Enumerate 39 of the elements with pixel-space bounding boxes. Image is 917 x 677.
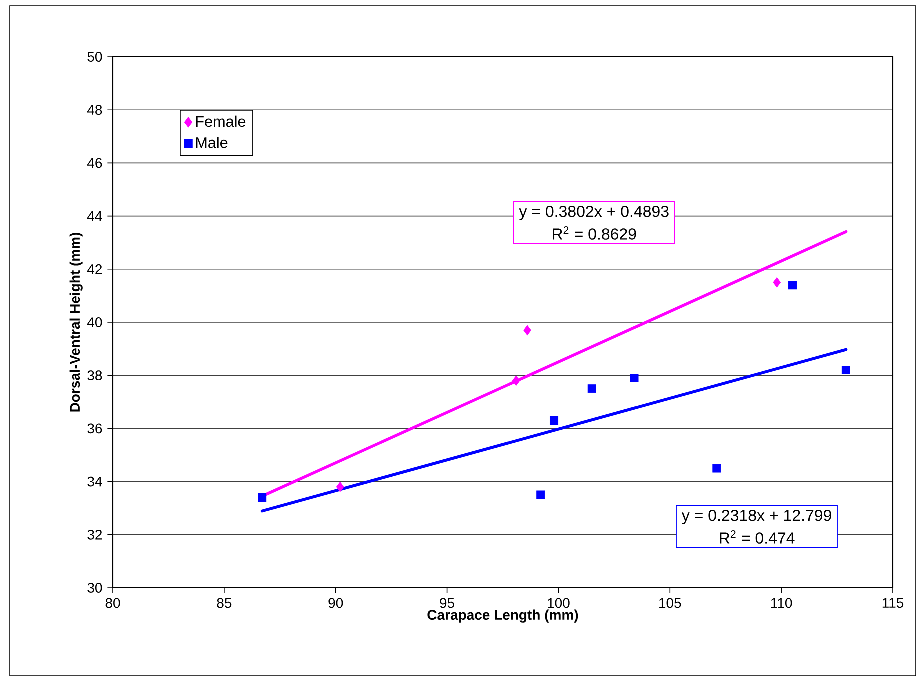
x-tick-label: 105 — [660, 598, 682, 608]
x-tick-label: 115 — [882, 598, 904, 608]
y-tick-label: 30 — [88, 583, 102, 593]
y-axis-title: Dorsal-Ventral Height (mm) — [70, 232, 83, 412]
x-tick-label: 85 — [217, 598, 232, 608]
y-tick-label: 44 — [87, 211, 102, 222]
y-tick-label: 36 — [88, 424, 102, 434]
y-tick-label: 34 — [88, 476, 102, 487]
x-tick-label: 110 — [771, 598, 792, 608]
y-tick-label: 32 — [88, 530, 102, 540]
legend-label: Female — [196, 116, 246, 128]
x-axis-title: Carapace Length (mm) — [428, 610, 578, 623]
y-tick-label: 48 — [87, 105, 102, 116]
y-tick-label: 46 — [87, 158, 102, 168]
annotation: R$^{2}$ = 0.474 — [720, 530, 795, 544]
y-tick-label: 42 — [87, 264, 102, 274]
point — [550, 416, 559, 425]
point — [524, 325, 532, 336]
x-tick-label: 100 — [548, 598, 570, 608]
x-tick-label: 80 — [106, 598, 120, 608]
point — [630, 374, 639, 383]
point — [536, 490, 546, 500]
point — [773, 278, 781, 288]
point — [588, 384, 596, 394]
annotation: y = 0.3802x + 0.4893 — [519, 206, 669, 220]
point — [712, 464, 722, 473]
y-tick-label: 50 — [88, 52, 102, 62]
point — [336, 482, 344, 492]
y-tick-label: 38 — [88, 370, 102, 381]
point — [788, 281, 797, 290]
point — [842, 366, 850, 375]
point — [512, 376, 520, 386]
annotation: y = 0.2318x + 12.799 — [682, 510, 832, 524]
annotation: R$^{2}$ = 0.8629 — [553, 226, 636, 240]
y-tick-label: 40 — [87, 318, 102, 328]
point — [258, 493, 267, 502]
legend-label: Male — [196, 137, 228, 148]
x-tick-label: 95 — [440, 598, 454, 608]
x-tick-label: 90 — [328, 598, 344, 608]
